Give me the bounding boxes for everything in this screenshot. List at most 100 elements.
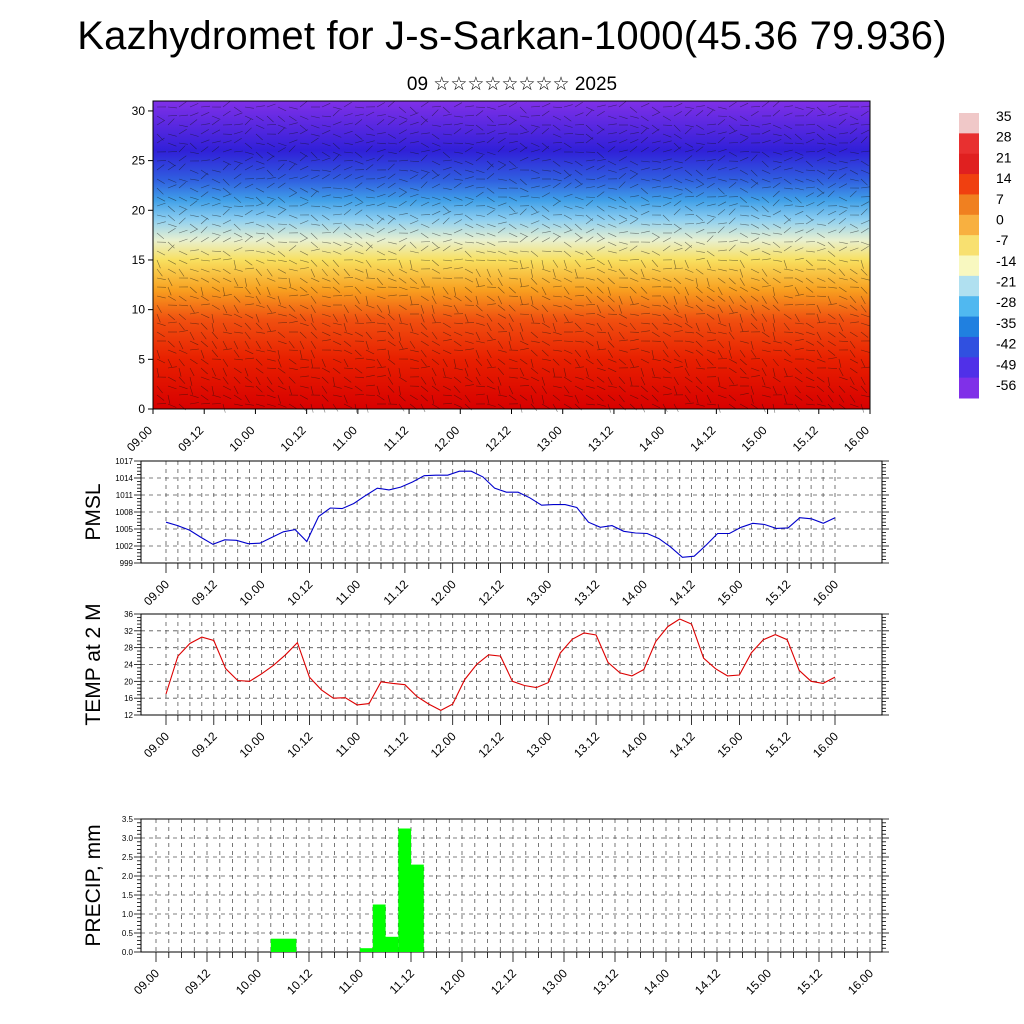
wind-barb [387, 376, 394, 385]
wind-barb [706, 109, 714, 117]
wind-barb [244, 394, 250, 403]
wind-barb [222, 101, 231, 108]
wind-barb [541, 358, 551, 361]
wind-barb [277, 173, 286, 180]
wind-barb [783, 167, 793, 171]
wind-barb [805, 367, 814, 374]
y-tick-label: 3.0 [122, 834, 134, 843]
wind-barb [497, 115, 508, 117]
wind-barb [321, 277, 331, 282]
wind-barb [497, 340, 504, 349]
wind-barb [233, 173, 242, 180]
wind-barb [585, 137, 594, 144]
wind-barb [464, 376, 473, 383]
wind-barb [563, 169, 571, 177]
wind-barb [651, 331, 660, 338]
wind-barb [409, 358, 419, 362]
wind-barb [684, 124, 694, 128]
wind-barb [519, 178, 527, 186]
x-tick-label: 09.12 [182, 966, 213, 997]
wind-barb [409, 131, 419, 135]
wind-barb [739, 232, 748, 238]
wind-barb [321, 403, 326, 413]
wind-barb [662, 313, 670, 321]
wind-barb [464, 232, 474, 238]
wind-barb [156, 137, 165, 144]
wind-barb [266, 241, 275, 248]
wind-barb [167, 244, 175, 252]
wind-barb [244, 127, 252, 135]
wind-barb [420, 214, 431, 216]
wind-barb [431, 169, 439, 177]
wind-barb [618, 385, 626, 393]
wind-barb [717, 178, 727, 182]
wind-barb [255, 250, 265, 254]
wind-barb [618, 101, 627, 108]
wind-barb [442, 245, 451, 252]
wind-barb [277, 358, 282, 368]
wind-barb [717, 322, 727, 327]
wind-barb [750, 154, 758, 162]
wind-barb [156, 268, 163, 277]
wind-barb [662, 196, 672, 200]
wind-barb [178, 155, 187, 162]
wind-barb [442, 159, 452, 162]
wind-barb [728, 349, 732, 359]
wind-barb [827, 241, 835, 249]
wind-barb [607, 146, 616, 153]
wind-barb [706, 313, 715, 320]
wind-barb [244, 259, 253, 266]
wind-barb [453, 340, 462, 347]
wind-barb [398, 129, 407, 135]
wind-barb [299, 331, 307, 339]
wind-barb [486, 106, 496, 110]
chart-title: Kazhydromet for J-s-Sarkan-1000(45.36 79… [77, 14, 947, 58]
wind-barb [519, 367, 525, 377]
wind-barb [717, 304, 723, 313]
wind-barb [244, 235, 253, 243]
wind-barb [387, 304, 391, 314]
wind-barb [475, 169, 485, 174]
wind-barb [596, 232, 605, 240]
wind-barb [497, 137, 506, 144]
y-tick-label: 10 [132, 303, 146, 317]
wind-barb [420, 304, 425, 314]
wind-barb [794, 277, 804, 283]
wind-barb [365, 203, 375, 207]
wind-barb [167, 385, 177, 390]
wind-barb [178, 367, 182, 377]
wind-barb [398, 322, 408, 325]
wind-barb [398, 191, 407, 198]
wind-barb [299, 277, 308, 284]
x-tick-label: 14.12 [692, 966, 723, 997]
wind-barb [761, 232, 771, 237]
wind-barb [486, 394, 490, 404]
wind-barb [420, 181, 428, 189]
wind-barb [222, 286, 225, 296]
wind-barb [596, 268, 606, 274]
wind-barb [332, 151, 342, 156]
wind-barb [629, 268, 638, 275]
wind-barb [783, 295, 793, 299]
wind-barb [761, 403, 766, 413]
wind-barb [354, 182, 363, 189]
wind-barb [794, 322, 804, 325]
wind-barb [233, 112, 243, 117]
wind-barb [475, 393, 485, 396]
wind-barb [464, 241, 475, 244]
wind-barb [332, 154, 340, 162]
wind-barb [299, 286, 308, 293]
wind-barb [838, 183, 848, 189]
wind-barb [805, 376, 815, 382]
wind-barb [354, 349, 362, 357]
wind-barb [651, 322, 659, 330]
wind-barb [475, 106, 486, 108]
wind-barb [354, 394, 365, 396]
wind-barb [805, 268, 815, 271]
wind-barb [651, 358, 661, 361]
wind-barb [684, 232, 693, 239]
wind-barb [200, 237, 209, 243]
wind-barb [365, 187, 375, 192]
x-tick-label: 10.00 [226, 423, 257, 454]
